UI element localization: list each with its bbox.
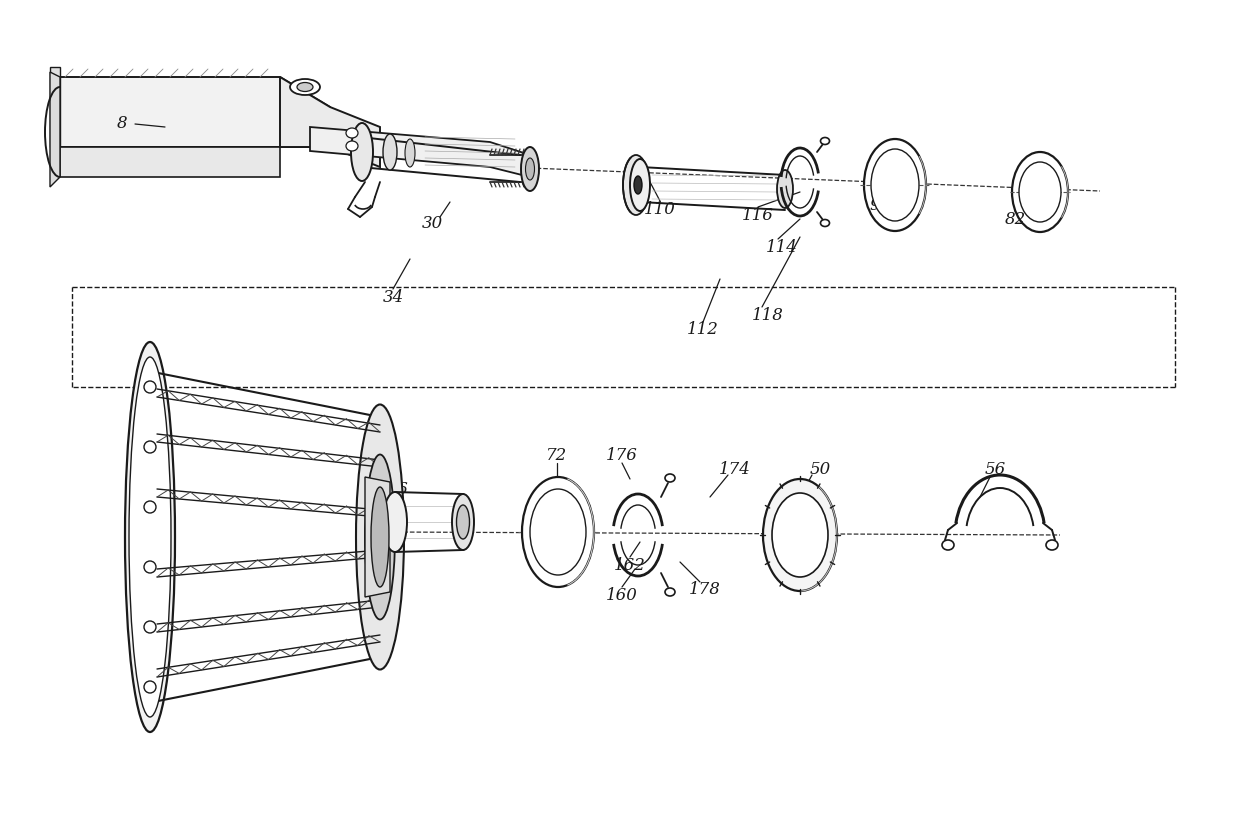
Polygon shape — [310, 127, 529, 177]
Ellipse shape — [346, 128, 358, 138]
Text: 118: 118 — [753, 307, 784, 323]
Text: 196: 196 — [377, 481, 409, 499]
Text: 8: 8 — [117, 116, 128, 132]
Text: 112: 112 — [687, 322, 719, 338]
Ellipse shape — [1012, 152, 1068, 232]
Ellipse shape — [634, 176, 642, 194]
Ellipse shape — [622, 155, 649, 215]
Polygon shape — [60, 147, 280, 177]
Ellipse shape — [356, 404, 404, 670]
Text: 30: 30 — [422, 216, 443, 232]
Ellipse shape — [144, 681, 156, 693]
Ellipse shape — [290, 79, 320, 95]
Ellipse shape — [453, 494, 474, 550]
Ellipse shape — [763, 479, 837, 591]
Ellipse shape — [383, 492, 407, 552]
Text: 72: 72 — [547, 447, 568, 463]
Ellipse shape — [522, 477, 594, 587]
Polygon shape — [365, 477, 391, 597]
Ellipse shape — [456, 505, 470, 539]
Text: 34: 34 — [382, 289, 404, 305]
Ellipse shape — [371, 487, 389, 587]
Ellipse shape — [144, 561, 156, 573]
Ellipse shape — [144, 441, 156, 453]
Ellipse shape — [351, 123, 373, 181]
Ellipse shape — [773, 493, 828, 577]
Text: 160: 160 — [606, 586, 637, 604]
Ellipse shape — [870, 149, 919, 221]
Text: 110: 110 — [644, 200, 676, 218]
Ellipse shape — [365, 455, 396, 619]
Polygon shape — [50, 72, 60, 187]
Ellipse shape — [529, 489, 587, 575]
Ellipse shape — [864, 139, 926, 231]
Ellipse shape — [777, 170, 794, 208]
Ellipse shape — [1047, 540, 1058, 550]
Ellipse shape — [630, 159, 650, 211]
Ellipse shape — [521, 147, 539, 191]
Ellipse shape — [942, 540, 954, 550]
Ellipse shape — [821, 137, 830, 145]
Ellipse shape — [526, 158, 534, 180]
Text: 82: 82 — [1004, 211, 1025, 227]
Ellipse shape — [665, 474, 675, 482]
Ellipse shape — [821, 219, 830, 227]
Text: 116: 116 — [742, 207, 774, 223]
Text: 90: 90 — [869, 197, 890, 213]
Ellipse shape — [144, 381, 156, 393]
Ellipse shape — [1019, 162, 1061, 222]
Ellipse shape — [298, 83, 312, 92]
Text: 178: 178 — [689, 581, 720, 599]
Ellipse shape — [125, 342, 175, 732]
Text: 114: 114 — [766, 238, 797, 256]
Ellipse shape — [405, 139, 415, 167]
Ellipse shape — [665, 588, 675, 596]
Ellipse shape — [144, 621, 156, 633]
Ellipse shape — [346, 141, 358, 151]
Polygon shape — [50, 67, 60, 147]
Polygon shape — [280, 77, 379, 167]
Ellipse shape — [144, 501, 156, 513]
Text: 56: 56 — [985, 461, 1006, 479]
Ellipse shape — [383, 134, 397, 170]
Text: 174: 174 — [719, 461, 751, 477]
Ellipse shape — [129, 357, 171, 717]
Text: 162: 162 — [614, 557, 646, 573]
Polygon shape — [60, 77, 330, 147]
Text: 176: 176 — [606, 447, 637, 463]
Text: 50: 50 — [810, 461, 831, 477]
